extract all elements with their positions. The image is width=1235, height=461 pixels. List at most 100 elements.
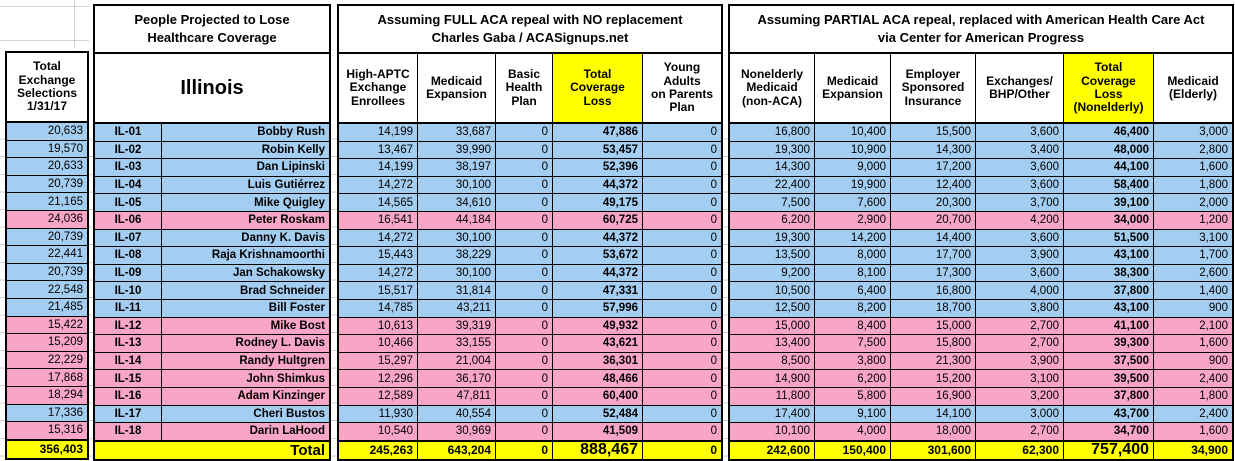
total-label-cell[interactable]: Total [290, 441, 325, 459]
full-repeal-value-cell[interactable]: 34,610 [418, 194, 496, 212]
full-repeal-value-cell[interactable]: 0 [643, 211, 721, 230]
full-repeal-value-cell[interactable]: 0 [643, 141, 721, 160]
representative-cell[interactable]: Darin LaHood [162, 423, 329, 441]
partial-repeal-value-cell[interactable]: 12,400 [891, 176, 976, 195]
representative-cell[interactable]: Brad Schneider [162, 282, 329, 300]
district-cell[interactable]: IL-13 [95, 335, 162, 353]
full-repeal-value-cell[interactable]: 53,457 [553, 141, 643, 160]
full-repeal-value-cell[interactable]: 43,621 [553, 335, 643, 353]
partial-repeal-value-cell[interactable]: 19,300 [730, 229, 815, 248]
full-repeal-value-cell[interactable]: 21,004 [418, 352, 496, 371]
exchange-selections-cell[interactable]: 20,739 [7, 263, 87, 282]
full-repeal-value-cell[interactable]: 11,930 [339, 405, 418, 424]
full-repeal-value-cell[interactable]: 14,199 [339, 124, 418, 142]
partial-repeal-value-cell[interactable]: 19,300 [730, 141, 815, 160]
partial-repeal-value-cell[interactable]: 39,500 [1064, 370, 1154, 388]
district-cell[interactable]: IL-12 [95, 317, 162, 336]
partial-repeal-value-cell[interactable]: 39,100 [1064, 194, 1154, 212]
partial-repeal-value-cell[interactable]: 3,600 [976, 229, 1064, 248]
representative-cell[interactable]: Mike Bost [162, 317, 329, 336]
total-cell[interactable]: 0 [710, 443, 717, 458]
full-repeal-value-cell[interactable]: 15,297 [339, 352, 418, 371]
exchange-selections-cell[interactable]: 15,316 [7, 422, 87, 440]
full-repeal-value-cell[interactable]: 0 [643, 247, 721, 265]
representative-cell[interactable]: Robin Kelly [162, 141, 329, 160]
full-repeal-value-cell[interactable]: 0 [643, 335, 721, 353]
full-repeal-value-cell[interactable]: 40,554 [418, 405, 496, 424]
partial-repeal-value-cell[interactable]: 7,500 [730, 194, 815, 212]
partial-repeal-value-cell[interactable]: 18,700 [891, 299, 976, 318]
partial-repeal-value-cell[interactable]: 20,300 [891, 194, 976, 212]
partial-repeal-value-cell[interactable]: 4,000 [815, 423, 891, 441]
partial-repeal-value-cell[interactable]: 1,700 [1154, 247, 1232, 265]
exchange-selections-cell[interactable]: 15,209 [7, 334, 87, 352]
header-nonelderly-medicaid-non-aca[interactable]: Nonelderly Medicaid (non-ACA) [730, 54, 815, 122]
partial-repeal-value-cell[interactable]: 3,600 [976, 264, 1064, 283]
exchange-selections-cell[interactable]: 22,229 [7, 351, 87, 370]
full-repeal-value-cell[interactable]: 52,396 [553, 159, 643, 177]
full-repeal-value-cell[interactable]: 57,996 [553, 299, 643, 318]
full-repeal-value-cell[interactable]: 10,466 [339, 335, 418, 353]
full-repeal-value-cell[interactable]: 0 [643, 423, 721, 441]
district-cell[interactable]: IL-14 [95, 352, 162, 371]
exchange-selections-cell[interactable]: 17,868 [7, 369, 87, 387]
partial-repeal-value-cell[interactable]: 1,400 [1154, 282, 1232, 300]
total-cell[interactable]: 34,900 [1191, 443, 1228, 458]
full-repeal-value-cell[interactable]: 0 [643, 229, 721, 248]
representative-cell[interactable]: Cheri Bustos [162, 405, 329, 424]
exchange-selections-cell[interactable]: 20,633 [7, 123, 87, 141]
partial-repeal-value-cell[interactable]: 3,200 [976, 387, 1064, 406]
full-repeal-value-cell[interactable]: 31,814 [418, 282, 496, 300]
partial-repeal-value-cell[interactable]: 10,500 [730, 282, 815, 300]
header-high-aptc-exchange-enrollees[interactable]: High-APTC Exchange Enrollees [339, 54, 418, 122]
partial-repeal-value-cell[interactable]: 10,400 [815, 124, 891, 142]
full-repeal-value-cell[interactable]: 36,301 [553, 352, 643, 371]
full-repeal-value-cell[interactable]: 0 [496, 141, 553, 160]
partial-repeal-value-cell[interactable]: 10,100 [730, 423, 815, 441]
full-repeal-value-cell[interactable]: 15,517 [339, 282, 418, 300]
partial-repeal-value-cell[interactable]: 1,600 [1154, 335, 1232, 353]
exchange-selections-total-cell[interactable]: 356,403 [39, 442, 83, 457]
representative-cell[interactable]: Peter Roskam [162, 211, 329, 230]
partial-repeal-value-cell[interactable]: 8,100 [815, 264, 891, 283]
full-repeal-value-cell[interactable]: 44,372 [553, 264, 643, 283]
partial-repeal-value-cell[interactable]: 3,700 [976, 194, 1064, 212]
header-medicaid-expansion[interactable]: Medicaid Expansion [418, 54, 496, 122]
partial-repeal-value-cell[interactable]: 17,400 [730, 405, 815, 424]
exchange-selections-cell[interactable]: 17,336 [7, 404, 87, 423]
full-repeal-value-cell[interactable]: 0 [496, 176, 553, 195]
full-repeal-value-cell[interactable]: 0 [643, 387, 721, 406]
full-repeal-value-cell[interactable]: 0 [643, 405, 721, 424]
full-repeal-value-cell[interactable]: 10,540 [339, 423, 418, 441]
partial-repeal-value-cell[interactable]: 15,000 [891, 317, 976, 336]
full-repeal-value-cell[interactable]: 0 [496, 211, 553, 230]
district-cell[interactable]: IL-08 [95, 247, 162, 265]
partial-repeal-value-cell[interactable]: 14,300 [891, 141, 976, 160]
partial-repeal-value-cell[interactable]: 4,200 [976, 211, 1064, 230]
exchange-selections-cell[interactable]: 18,294 [7, 386, 87, 405]
full-repeal-value-cell[interactable]: 52,484 [553, 405, 643, 424]
full-repeal-value-cell[interactable]: 49,932 [553, 317, 643, 336]
partial-repeal-value-cell[interactable]: 3,900 [976, 352, 1064, 371]
total-cell[interactable]: 62,300 [976, 441, 1064, 459]
partial-repeal-value-cell[interactable]: 1,800 [1154, 176, 1232, 195]
full-repeal-value-cell[interactable]: 41,509 [553, 423, 643, 441]
full-repeal-value-cell[interactable]: 0 [643, 282, 721, 300]
partial-repeal-value-cell[interactable]: 43,100 [1064, 247, 1154, 265]
exchange-selections-cell[interactable]: 22,441 [7, 246, 87, 264]
partial-repeal-value-cell[interactable]: 3,100 [976, 370, 1064, 388]
full-repeal-value-cell[interactable]: 44,372 [553, 229, 643, 248]
partial-repeal-value-cell[interactable]: 14,200 [815, 229, 891, 248]
full-repeal-value-cell[interactable]: 15,443 [339, 247, 418, 265]
partial-repeal-value-cell[interactable]: 43,100 [1064, 299, 1154, 318]
full-repeal-value-cell[interactable]: 49,175 [553, 194, 643, 212]
full-repeal-value-cell[interactable]: 14,272 [339, 229, 418, 248]
partial-repeal-value-cell[interactable]: 44,100 [1064, 159, 1154, 177]
exchange-selections-cell[interactable]: 22,548 [7, 281, 87, 299]
partial-repeal-value-cell[interactable]: 37,500 [1064, 352, 1154, 371]
full-repeal-value-cell[interactable]: 14,199 [339, 159, 418, 177]
representative-cell[interactable]: Bill Foster [162, 299, 329, 318]
full-repeal-value-cell[interactable]: 30,100 [418, 229, 496, 248]
full-repeal-value-cell[interactable]: 30,100 [418, 264, 496, 283]
partial-repeal-value-cell[interactable]: 3,000 [1154, 124, 1232, 142]
